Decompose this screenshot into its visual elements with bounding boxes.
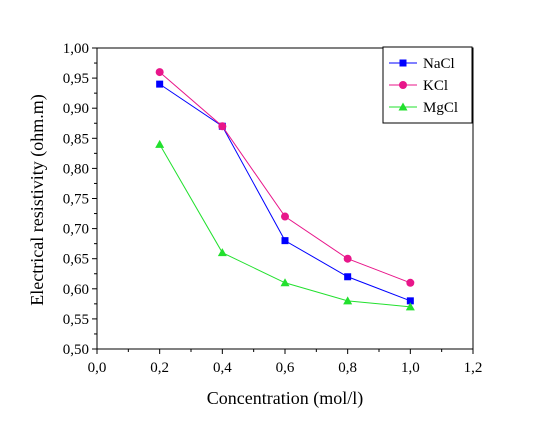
y-tick-label: 0,80 — [63, 161, 89, 177]
data-point-nacl — [156, 80, 164, 88]
legend-marker-kcl — [399, 81, 407, 89]
data-point-mgcl — [217, 248, 227, 257]
legend-marker-mgcl — [398, 102, 408, 111]
y-tick-label: 0,70 — [63, 222, 89, 238]
y-axis-label: Electrical resistivity (ohm.m) — [27, 94, 48, 305]
data-point-kcl — [406, 278, 415, 287]
y-tick-label: 0,50 — [63, 342, 89, 358]
series-layer — [155, 68, 415, 311]
data-point-mgcl — [405, 302, 415, 311]
data-point-kcl — [218, 122, 227, 131]
legend-marker-nacl — [399, 59, 407, 67]
axes: 0,0 0,2 0,4 0,6 0,8 1,0 1,2 0,50 0,55 0,60 0,65 0,7… — [63, 41, 483, 376]
x-tick-label: 0,0 — [88, 360, 107, 376]
y-tick-label: 0,85 — [63, 131, 89, 147]
y-tick-label: 0,65 — [63, 252, 89, 268]
data-point-kcl — [343, 254, 352, 263]
series-kcl — [155, 68, 415, 287]
x-tick-label: 0,8 — [338, 360, 357, 376]
data-point-nacl — [281, 237, 289, 245]
y-tick-label: 0,75 — [63, 192, 89, 208]
data-point-kcl — [281, 212, 289, 221]
legend-label-nacl: NaCl — [423, 56, 455, 72]
data-point-mgcl — [155, 139, 165, 148]
series-mgcl — [155, 139, 415, 311]
x-tick-label: 0,4 — [213, 360, 232, 376]
legend-label-mgcl: MgCl — [423, 100, 458, 116]
legend-label-kcl: KCl — [423, 78, 448, 94]
y-tick-label: 0,95 — [63, 71, 89, 87]
legend: NaCl KCl MgCl — [382, 46, 473, 124]
data-point-mgcl — [280, 278, 290, 287]
y-tick-label: 0,55 — [63, 312, 89, 328]
data-point-nacl — [406, 297, 414, 305]
y-tick-label: 0,60 — [63, 282, 89, 298]
data-point-kcl — [155, 68, 164, 77]
y-tick-label: 0,90 — [63, 101, 89, 117]
x-tick-label: 0,6 — [276, 360, 295, 376]
x-tick-label: 0,2 — [150, 360, 169, 376]
y-tick-label: 1,00 — [63, 41, 89, 57]
data-point-mgcl — [343, 296, 353, 305]
series-line-kcl — [159, 71, 411, 284]
data-point-nacl — [344, 273, 352, 281]
x-tick-label: 1,2 — [464, 360, 483, 376]
x-axis-label: Concentration (mol/l) — [207, 388, 363, 409]
x-tick-label: 1,0 — [401, 360, 420, 376]
series-nacl — [156, 80, 414, 305]
